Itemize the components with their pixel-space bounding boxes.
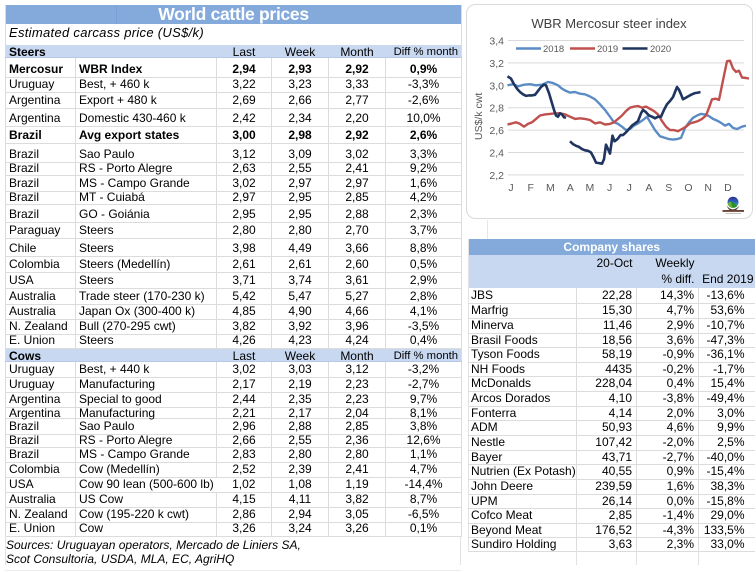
svg-text:J: J	[607, 182, 612, 194]
svg-text:M: M	[546, 182, 555, 194]
svg-text:S: S	[665, 182, 672, 194]
svg-text:2,2: 2,2	[489, 170, 504, 182]
svg-text:3,2: 3,2	[489, 58, 504, 70]
svg-text:O: O	[684, 182, 692, 194]
svg-text:A: A	[567, 182, 574, 194]
svg-text:2019: 2019	[597, 44, 618, 55]
svg-text:A: A	[645, 182, 652, 194]
svg-text:US$/k cwt: US$/k cwt	[473, 93, 485, 140]
svg-text:2,6: 2,6	[489, 125, 504, 137]
svg-text:2,8: 2,8	[489, 103, 504, 115]
svg-text:J: J	[627, 182, 632, 194]
svg-text:2,4: 2,4	[489, 148, 504, 160]
svg-text:2018: 2018	[543, 44, 564, 55]
svg-text:2020: 2020	[650, 44, 671, 55]
svg-text:F: F	[527, 182, 533, 194]
svg-text:WBR Mercosur steer index: WBR Mercosur steer index	[531, 16, 687, 31]
svg-text:3,0: 3,0	[489, 80, 504, 92]
svg-text:N: N	[704, 182, 712, 194]
svg-text:M: M	[586, 182, 595, 194]
svg-text:D: D	[724, 182, 732, 194]
svg-text:3,4: 3,4	[489, 36, 504, 48]
svg-text:J: J	[508, 182, 513, 194]
